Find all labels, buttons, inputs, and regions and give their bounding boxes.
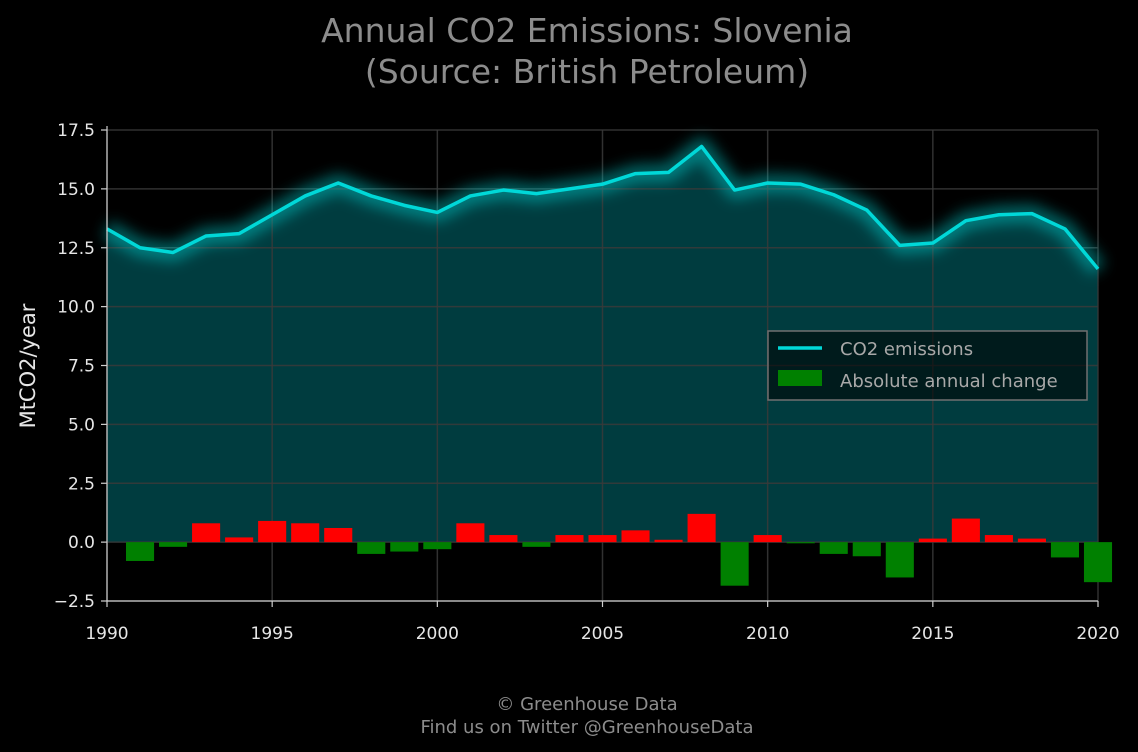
legend-box xyxy=(767,330,1088,401)
x-tick-label: 2010 xyxy=(746,624,789,644)
change-bar-1995 xyxy=(258,520,287,543)
change-bar-2014 xyxy=(885,542,914,578)
y-tick-label: 0.0 xyxy=(68,533,95,553)
change-bar-1992 xyxy=(159,542,188,547)
change-bar-2004 xyxy=(555,535,584,543)
change-bar-2019 xyxy=(1050,542,1080,558)
change-bar-2011 xyxy=(786,542,815,544)
y-tick-label: 7.5 xyxy=(68,357,95,377)
y-tick-label: 15.0 xyxy=(57,180,95,200)
legend-label-emissions: CO2 emissions xyxy=(840,339,973,360)
change-bar-2006 xyxy=(621,530,650,543)
annual-change-bars xyxy=(125,513,1113,586)
change-bar-2012 xyxy=(819,542,848,554)
chart-title-line-2: (Source: British Petroleum) xyxy=(365,52,809,91)
change-bar-1998 xyxy=(357,542,386,554)
y-tick-label: −2.5 xyxy=(54,592,95,612)
change-bar-1997 xyxy=(324,527,353,543)
y-tick-label: 10.0 xyxy=(57,298,95,318)
change-bar-1996 xyxy=(291,523,320,543)
plot-area xyxy=(102,129,1113,602)
x-tick-label: 2020 xyxy=(1076,624,1119,644)
y-tick-label: 12.5 xyxy=(57,239,95,259)
change-bar-2017 xyxy=(984,535,1013,543)
change-bar-2001 xyxy=(456,523,485,543)
change-bar-2016 xyxy=(951,518,980,543)
change-bar-2018 xyxy=(1017,538,1046,543)
change-bar-2003 xyxy=(522,542,551,547)
change-bar-2007 xyxy=(654,539,683,543)
emissions-line xyxy=(106,144,1100,271)
chart-title-line-1: Annual CO2 Emissions: Slovenia xyxy=(321,11,853,50)
x-tick-label: 2000 xyxy=(416,624,459,644)
change-bar-1993 xyxy=(192,523,221,543)
x-tick-label: 1990 xyxy=(85,624,128,644)
change-bar-2010 xyxy=(753,535,782,543)
change-bar-2005 xyxy=(588,535,617,543)
x-tick-label: 2005 xyxy=(581,624,624,644)
legend-label-change: Absolute annual change xyxy=(840,371,1058,392)
axis-ticks: −2.5 0.0 2.5 5.0 7.5 10.0 12.5 15.0 17.5 1990 1995… xyxy=(54,121,1120,644)
legend: CO2 emissions Absolute annual change xyxy=(767,330,1088,401)
x-tick-label: 1995 xyxy=(251,624,294,644)
change-bar-2008 xyxy=(687,513,716,543)
footer-twitter: Find us on Twitter @GreenhouseData xyxy=(420,717,753,738)
legend-bar-swatch xyxy=(778,370,822,386)
x-tick-label: 2015 xyxy=(911,624,954,644)
change-bar-2020 xyxy=(1083,542,1113,583)
change-bar-2002 xyxy=(489,535,518,543)
change-bar-2015 xyxy=(918,538,947,543)
y-tick-label: 17.5 xyxy=(57,121,95,141)
change-bar-2009 xyxy=(720,542,749,586)
change-bar-1999 xyxy=(390,542,419,552)
y-axis-label: MtCO2/year xyxy=(16,303,40,428)
change-bar-2013 xyxy=(852,542,881,557)
change-bar-1991 xyxy=(125,542,155,561)
y-tick-label: 5.0 xyxy=(68,415,95,435)
y-tick-label: 2.5 xyxy=(68,474,95,494)
change-bar-2000 xyxy=(423,542,452,550)
change-bar-1994 xyxy=(225,537,254,543)
footer-copyright: © Greenhouse Data xyxy=(496,694,677,715)
